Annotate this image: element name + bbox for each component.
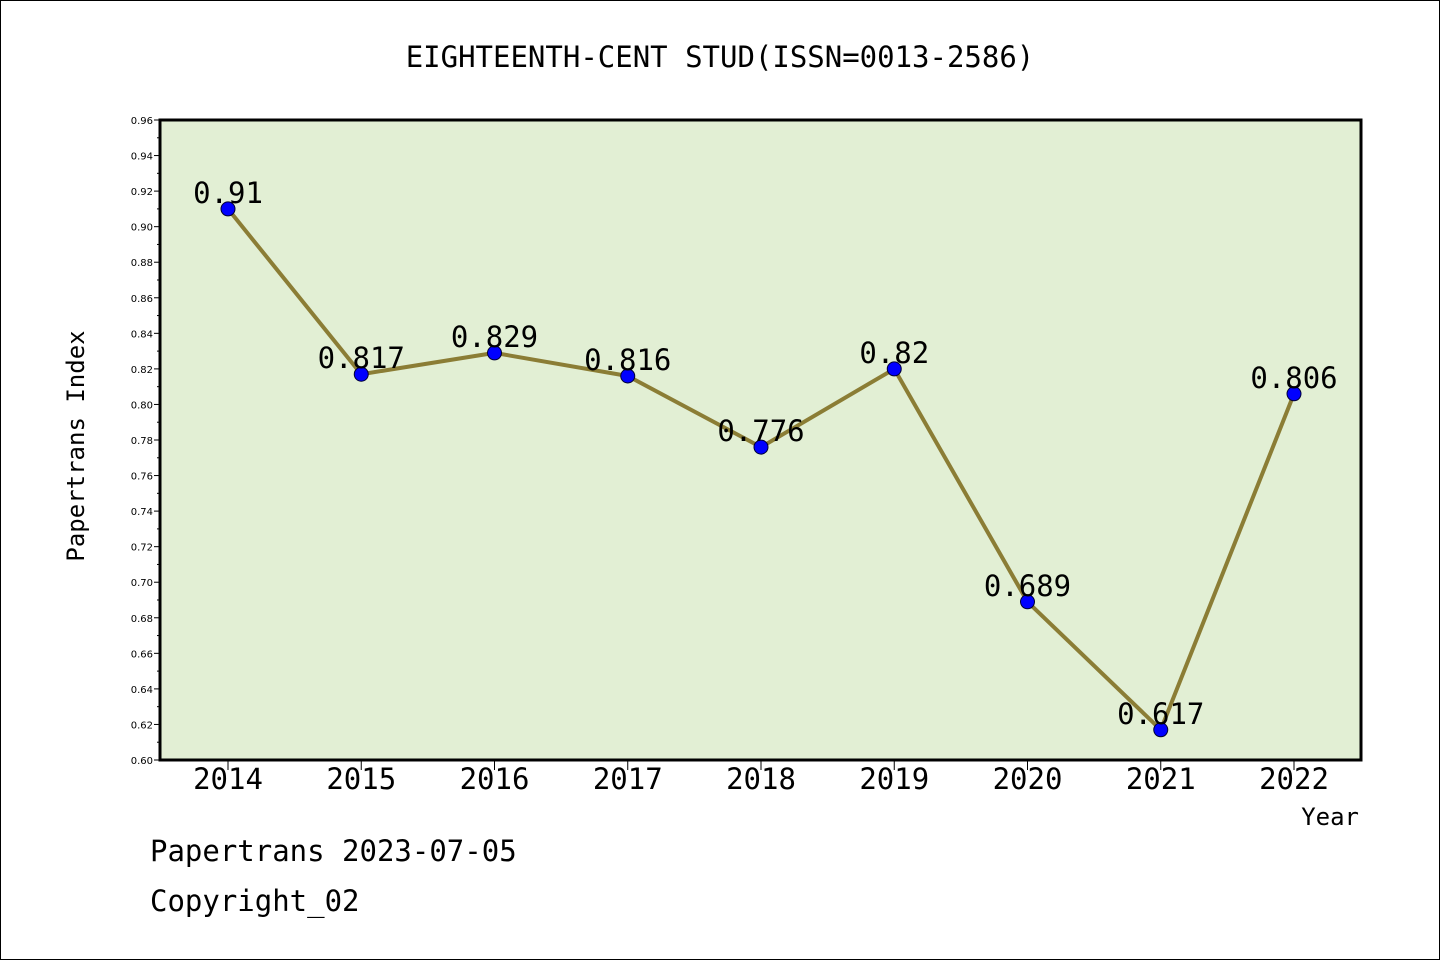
y-tick-label: 0.90 [131, 223, 153, 234]
x-axis-label: Year [1301, 803, 1359, 831]
y-tick-label: 0.86 [131, 294, 153, 305]
x-tick-label: 2018 [726, 762, 796, 796]
chart-title: EIGHTEENTH-CENT STUD(ISSN=0013-2586) [406, 40, 1035, 74]
y-tick-label: 0.92 [131, 187, 153, 198]
data-point [886, 361, 902, 377]
data-point [1020, 594, 1035, 610]
data-point [620, 368, 636, 384]
data-point [487, 345, 502, 361]
y-tick-label: 0.78 [131, 436, 153, 447]
y-tick-label: 0.76 [131, 472, 153, 483]
data-label: 0.816 [584, 343, 671, 377]
data-label: 0.776 [717, 414, 804, 448]
data-point [353, 366, 369, 382]
y-tick-label: 0.80 [131, 400, 153, 411]
data-point [1153, 722, 1169, 738]
x-tick-label: 2020 [993, 762, 1063, 796]
x-tick-label: 2015 [326, 762, 396, 796]
footer-copyright: Copyright_02 [150, 884, 360, 918]
data-label: 0.91 [193, 176, 263, 210]
x-tick-label: 2019 [859, 762, 929, 796]
y-tick-label: 0.82 [131, 365, 153, 376]
y-tick-label: 0.62 [131, 720, 153, 731]
x-tick-label: 2016 [460, 762, 530, 796]
y-axis-label: Papertrans Index [62, 330, 90, 561]
x-tick-label: 2021 [1126, 762, 1196, 796]
x-axis-ticks: 2014 2015 2016 2017 2018 2019 2020 2021 2022 [193, 760, 1329, 796]
y-tick-label: 0.68 [131, 614, 153, 625]
data-label: 0.617 [1117, 697, 1204, 731]
data-label: 0.806 [1250, 361, 1337, 395]
y-tick-label: 0.96 [131, 116, 153, 127]
x-tick-label: 2014 [193, 762, 263, 796]
y-axis-ticks: 0.60 0.62 0.64 0.66 0.68 0.70 0.72 0.74 0.76 0.78… [131, 116, 160, 767]
y-tick-label: 0.88 [131, 258, 153, 269]
y-tick-label: 0.60 [131, 756, 153, 767]
y-tick-label: 0.70 [131, 578, 153, 589]
y-tick-label: 0.66 [131, 649, 153, 660]
data-label: 0.689 [984, 569, 1071, 603]
data-label: 0.829 [451, 320, 538, 354]
x-tick-label: 2022 [1259, 762, 1329, 796]
data-point [220, 201, 236, 217]
data-point [1286, 386, 1302, 402]
y-tick-label: 0.64 [131, 685, 153, 696]
footer-date: Papertrans 2023-07-05 [150, 834, 517, 868]
y-tick-label: 0.74 [131, 507, 153, 518]
data-label: 0.817 [318, 341, 405, 375]
y-tick-label: 0.72 [131, 543, 153, 554]
data-point [753, 439, 769, 455]
y-tick-label: 0.84 [131, 329, 153, 340]
x-tick-label: 2017 [593, 762, 663, 796]
y-tick-label: 0.94 [131, 152, 153, 163]
data-label: 0.82 [859, 336, 929, 370]
series-layer: 0.91 0.817 0.829 0.816 0.776 0.82 0.689 0.617 0.… [193, 176, 1338, 738]
